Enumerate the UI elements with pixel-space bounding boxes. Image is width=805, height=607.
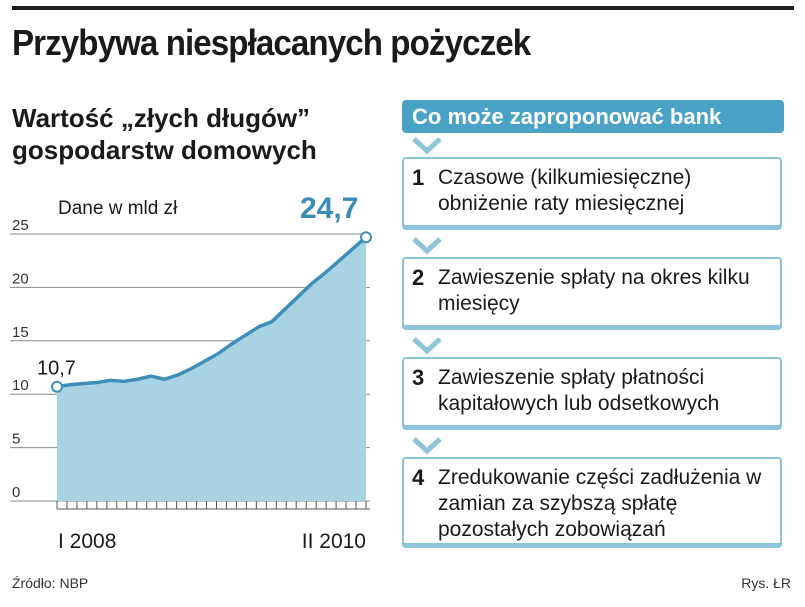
unit-note: Dane w mld zł bbox=[58, 198, 178, 219]
end-value-label: 24,7 bbox=[300, 192, 358, 225]
chevron-down-icon bbox=[412, 237, 442, 255]
step-text: Zawieszenie spłaty płatności kapitałowyc… bbox=[438, 366, 720, 415]
chevron-down-icon bbox=[412, 137, 442, 155]
page-title: Przybywa niespłacanych pożyczek bbox=[12, 22, 531, 63]
area-fill bbox=[57, 237, 366, 502]
step-item: 1 Czasowe (kilkumiesięczne) obniżenie ra… bbox=[402, 157, 782, 227]
y-tick-label: 15 bbox=[12, 324, 29, 341]
step-item: 3 Zawieszenie spłaty płatności kapitałow… bbox=[402, 357, 782, 427]
step-number: 2 bbox=[412, 265, 425, 290]
step-number: 1 bbox=[412, 165, 425, 190]
x-tick-label: II 2010 bbox=[302, 530, 366, 553]
chevron-down-icon bbox=[412, 437, 442, 455]
y-tick-label: 10 bbox=[12, 377, 29, 394]
chevron-down-icon bbox=[412, 337, 442, 355]
y-tick-label: 5 bbox=[12, 431, 20, 448]
step-text: Zredukowanie części zadłużenia w zamian … bbox=[438, 466, 762, 541]
source-note: Źródło: NBP bbox=[12, 575, 89, 591]
series-line bbox=[56, 235, 368, 389]
y-tick-label: 25 bbox=[12, 217, 29, 234]
step-number: 3 bbox=[412, 365, 425, 390]
top-rule bbox=[12, 6, 794, 10]
credit-note: Rys. ŁR bbox=[741, 575, 791, 591]
start-point bbox=[51, 380, 63, 393]
bad-debt-chart: 0 5 10 15 20 25 10,7 24,7 Dane w mld zł I 2008 II … bbox=[10, 192, 372, 553]
step-item: 4 Zredukowanie części zadłużenia w zamia… bbox=[402, 457, 782, 545]
panel-title: Co może zaproponować bank bbox=[402, 100, 784, 133]
step-item: 2 Zawieszenie spłaty na okres kilku mies… bbox=[402, 257, 782, 327]
end-point bbox=[360, 231, 372, 244]
step-text: Zawieszenie spłaty na okres kilku miesię… bbox=[438, 266, 750, 315]
step-text: Czasowe (kilkumiesięczne) obniżenie raty… bbox=[438, 166, 692, 215]
x-tick-label: I 2008 bbox=[58, 530, 116, 553]
start-value-label: 10,7 bbox=[37, 358, 76, 380]
y-tick-label: 0 bbox=[12, 484, 20, 501]
y-tick-label: 20 bbox=[12, 270, 29, 287]
step-number: 4 bbox=[412, 465, 425, 490]
chart-subtitle: Wartość „złych długów” gospodarstw domow… bbox=[12, 103, 317, 165]
